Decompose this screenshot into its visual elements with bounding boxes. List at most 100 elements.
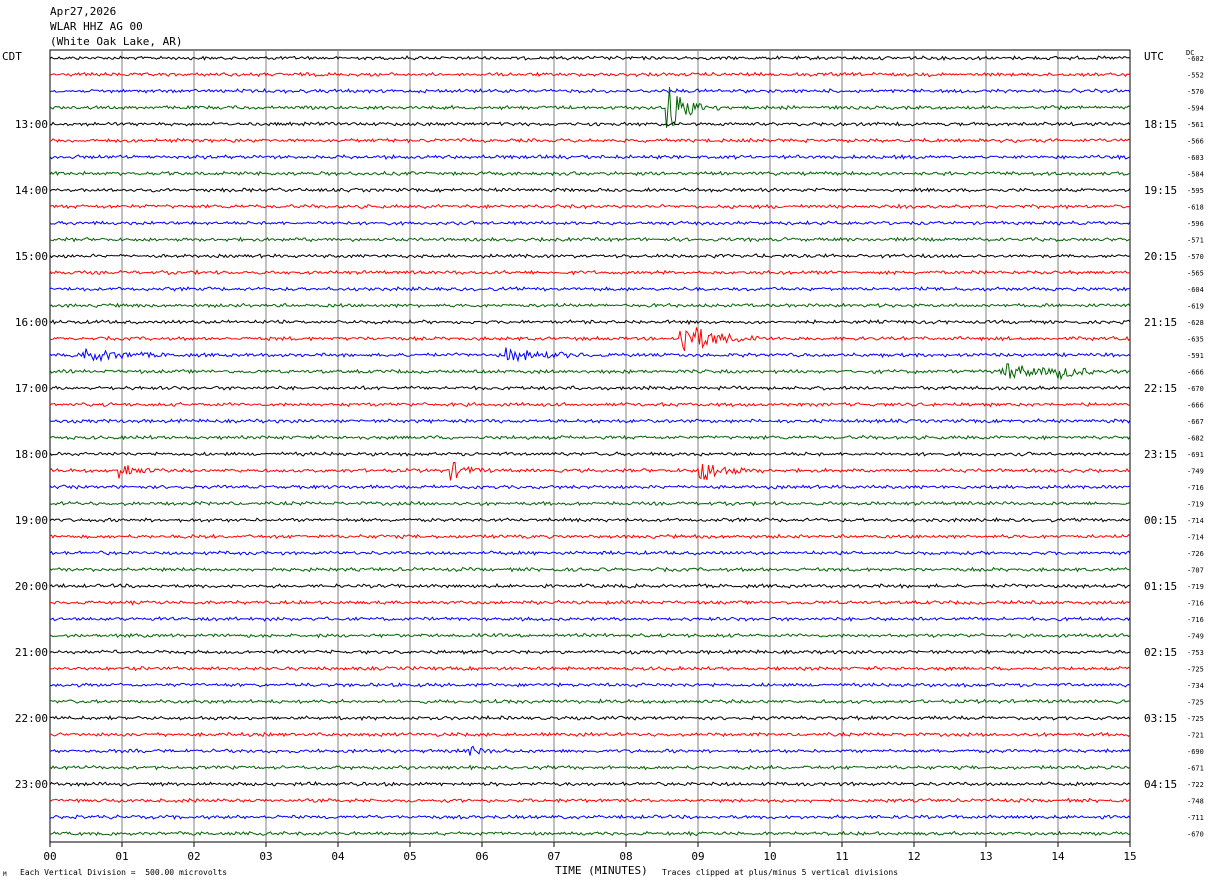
trace-line <box>49 649 1131 656</box>
trace-line <box>49 269 1131 276</box>
x-tick-label: 13 <box>979 850 992 863</box>
dc-offset-label: -619 <box>1187 303 1204 311</box>
dc-offset-label: -666 <box>1187 402 1204 410</box>
dc-offset-label: -714 <box>1187 534 1204 542</box>
x-tick-label: 09 <box>691 850 704 863</box>
x-axis-label: TIME (MINUTES) <box>555 864 648 877</box>
x-tick-label: 10 <box>763 850 776 863</box>
cdt-time-label: 17:00 <box>15 382 48 395</box>
dc-offset-label: -753 <box>1187 649 1204 657</box>
trace-line <box>49 500 1131 507</box>
trace-line <box>49 187 1131 193</box>
trace-line <box>49 86 1131 128</box>
trace-line <box>49 434 1131 441</box>
trace-line <box>49 203 1131 210</box>
dc-offset-label: -584 <box>1187 171 1204 179</box>
trace-line <box>49 814 1131 821</box>
dc-offset-label: -682 <box>1187 435 1204 443</box>
trace-line <box>49 484 1131 490</box>
trace-line <box>49 780 1131 787</box>
trace-line <box>49 461 1131 481</box>
utc-time-label: 03:15 <box>1144 712 1177 725</box>
dc-offset-label: -666 <box>1187 369 1204 377</box>
dc-offset-label: -602 <box>1187 55 1204 63</box>
cdt-time-label: 15:00 <box>15 250 48 263</box>
corner-mark: M <box>3 871 7 878</box>
cdt-time-label: 22:00 <box>15 712 48 725</box>
dc-offset-label: -725 <box>1187 699 1204 707</box>
dc-offset-label: -691 <box>1187 451 1204 459</box>
dc-offset-label: -721 <box>1187 732 1204 740</box>
utc-time-label: 19:15 <box>1144 184 1177 197</box>
plot-frame <box>49 49 1131 843</box>
x-tick-label: 08 <box>619 850 632 863</box>
utc-time-label: 18:15 <box>1144 118 1177 131</box>
dc-offset-label: -734 <box>1187 682 1204 690</box>
trace-line <box>49 533 1131 540</box>
cdt-time-label: 16:00 <box>15 316 48 329</box>
dc-offset-label: -719 <box>1187 583 1204 591</box>
header-date: Apr27,2026 <box>50 5 117 18</box>
cdt-time-label: 14:00 <box>15 184 48 197</box>
dc-offset-label: -670 <box>1187 385 1204 393</box>
dc-offset-label: -725 <box>1187 715 1204 723</box>
dc-axis-title: DC <box>1186 49 1195 57</box>
header-location: (White Oak Lake, AR) <box>50 35 183 48</box>
trace-line <box>49 516 1131 523</box>
utc-time-label: 00:15 <box>1144 514 1177 527</box>
trace-line <box>49 830 1131 837</box>
dc-offset-label: -571 <box>1187 237 1204 245</box>
trace-line <box>49 566 1131 573</box>
dc-offset-label: -707 <box>1187 567 1204 575</box>
x-tick-label: 01 <box>115 850 128 863</box>
trace-line <box>49 55 1131 61</box>
trace-line <box>49 632 1131 639</box>
dc-offset-label: -635 <box>1187 336 1204 344</box>
dc-offset-label: -670 <box>1187 831 1204 839</box>
dc-offset-label: -570 <box>1187 253 1204 261</box>
trace-line <box>49 170 1130 177</box>
dc-offset-label: -603 <box>1187 154 1204 162</box>
dc-offset-label: -725 <box>1187 666 1204 674</box>
trace-line <box>49 715 1131 722</box>
x-tick-label: 03 <box>259 850 272 863</box>
dc-offset-label: -591 <box>1187 352 1204 360</box>
utc-time-label: 04:15 <box>1144 778 1177 791</box>
trace-line <box>49 698 1131 705</box>
cdt-time-label: 21:00 <box>15 646 48 659</box>
trace-line <box>49 220 1131 226</box>
dc-offset-label: -565 <box>1187 270 1204 278</box>
x-tick-label: 07 <box>547 850 560 863</box>
cdt-time-label: 19:00 <box>15 514 48 527</box>
utc-time-label: 01:15 <box>1144 580 1177 593</box>
dc-offset-label: -690 <box>1187 748 1204 756</box>
x-tick-label: 15 <box>1123 850 1136 863</box>
utc-time-label: 21:15 <box>1144 316 1177 329</box>
trace-line <box>49 451 1131 457</box>
dc-offset-label: -749 <box>1187 633 1204 641</box>
dc-offset-label: -671 <box>1187 765 1204 773</box>
dc-offset-label: -570 <box>1187 88 1204 96</box>
cdt-time-label: 20:00 <box>15 580 48 593</box>
cdt-time-label: 13:00 <box>15 118 48 131</box>
dc-offset-label: -628 <box>1187 319 1204 327</box>
dc-offset-label: -722 <box>1187 781 1204 789</box>
trace-line <box>49 327 1131 351</box>
trace-line <box>49 153 1131 161</box>
x-tick-label: 14 <box>1051 850 1065 863</box>
trace-line <box>49 285 1131 292</box>
trace-line <box>49 302 1131 309</box>
x-tick-label: 05 <box>403 850 416 863</box>
clip-note: Traces clipped at plus/minus 5 vertical … <box>662 868 899 877</box>
trace-line <box>49 797 1131 804</box>
dc-offset-label: -566 <box>1187 138 1204 146</box>
dc-offset-label: -667 <box>1187 418 1204 426</box>
trace-line <box>49 745 1131 756</box>
dc-offset-label: -719 <box>1187 501 1204 509</box>
trace-line <box>49 71 1131 78</box>
trace-line <box>49 682 1131 688</box>
dc-offset-label: -749 <box>1187 468 1204 476</box>
utc-time-label: 22:15 <box>1144 382 1177 395</box>
utc-time-label: 02:15 <box>1144 646 1177 659</box>
